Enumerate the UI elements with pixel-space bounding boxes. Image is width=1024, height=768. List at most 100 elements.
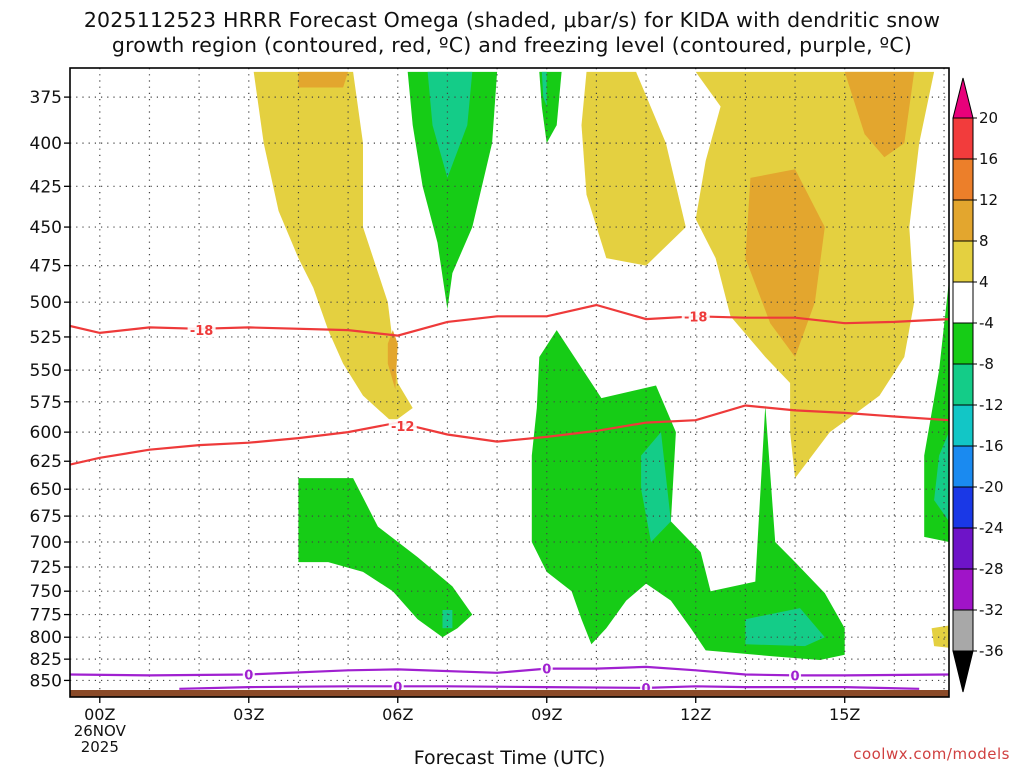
contour-label-freezing_upper: 0 xyxy=(791,669,800,684)
y-tick-label-850: 850 xyxy=(30,671,62,691)
y-tick-label-725: 725 xyxy=(30,558,62,578)
y-tick-label-550: 550 xyxy=(30,361,62,381)
date-label-day: 26NOV xyxy=(74,722,127,740)
colorbar-bin-3 xyxy=(952,199,974,242)
omega-region-13 xyxy=(442,610,453,629)
y-tick-label-375: 375 xyxy=(30,88,62,108)
colorbar-legend: 20 16 12 8 4 -4 -8 -12 -16 -20 -24 -28 -32 -36 xyxy=(952,77,1004,693)
y-tick-label-800: 800 xyxy=(30,628,62,648)
y-tick-label-450: 450 xyxy=(30,218,62,238)
colorbar-bin-12 xyxy=(952,568,974,611)
date-label-year: 2025 xyxy=(81,738,119,756)
x-tick-label-06Z: 06Z xyxy=(382,705,413,724)
omega-region-18 xyxy=(934,432,949,522)
omega-region-3 xyxy=(581,71,686,266)
x-axis: 26NOV 2025 Forecast Time (UTC) 00Z 03Z 06Z… xyxy=(74,697,860,768)
omega-shading xyxy=(253,71,949,660)
y-axis: 375 400 425 450 475 500 525 550 575 600 625 650 675 7… xyxy=(30,88,70,691)
y-tick-label-700: 700 xyxy=(30,533,62,553)
omega-region-6 xyxy=(745,169,825,357)
omega-region-5 xyxy=(844,71,915,158)
colorbar-label--36: -36 xyxy=(979,642,1004,660)
y-tick-label-775: 775 xyxy=(30,606,62,626)
contour-label-bg xyxy=(187,323,216,338)
temperature-contours: -18 -18 -12 0 0 0 0 0 xyxy=(70,303,949,697)
colorbar-label--4: -4 xyxy=(979,314,994,332)
y-tick-label-650: 650 xyxy=(30,480,62,500)
omega-region-16 xyxy=(745,608,825,647)
omega-region-9 xyxy=(427,71,473,178)
contour-label-minus18c: -18 xyxy=(190,324,214,339)
contour-label-minus18c: -18 xyxy=(684,310,708,325)
x-tick-label-09Z: 09Z xyxy=(531,705,562,724)
gridlines xyxy=(70,68,949,697)
x-tick-label-03Z: 03Z xyxy=(233,705,264,724)
colorbar-label--24: -24 xyxy=(979,519,1004,537)
y-tick-label-575: 575 xyxy=(30,393,62,413)
omega-region-7 xyxy=(931,625,949,648)
colorbar-bin-7 xyxy=(952,363,974,406)
colorbar-label--32: -32 xyxy=(979,601,1004,619)
contour-freezing_upper xyxy=(70,665,949,677)
omega-region-8 xyxy=(407,71,498,310)
y-tick-label-425: 425 xyxy=(30,177,62,197)
colorbar-bin-11 xyxy=(952,527,974,570)
colorbar-label-20: 20 xyxy=(979,109,998,127)
contour-label-minus12c: -12 xyxy=(391,420,415,435)
x-tick-label-12Z: 12Z xyxy=(680,705,711,724)
contour-label-freezing_upper: 0 xyxy=(542,663,551,678)
colorbar-bin-6 xyxy=(952,322,974,365)
credit-link[interactable]: coolwx.com/models xyxy=(853,745,1010,763)
colorbar-label--20: -20 xyxy=(979,478,1004,496)
colorbar-label-16: 16 xyxy=(979,150,998,168)
omega-region-1 xyxy=(298,71,349,88)
contour-label-bg xyxy=(242,667,255,682)
contour-minus12c xyxy=(70,404,949,466)
colorbar-bottom-arrow xyxy=(952,650,974,693)
y-tick-label-400: 400 xyxy=(30,134,62,154)
y-tick-label-525: 525 xyxy=(30,328,62,348)
omega-region-12 xyxy=(298,478,473,638)
colorbar-bin-8 xyxy=(952,404,974,447)
colorbar-label--16: -16 xyxy=(979,437,1004,455)
omega-region-14 xyxy=(531,330,845,660)
colorbar-bin-10 xyxy=(952,486,974,529)
omega-region-15 xyxy=(641,432,671,542)
y-tick-label-825: 825 xyxy=(30,650,62,670)
colorbar-label--28: -28 xyxy=(979,560,1004,578)
plot-frame xyxy=(69,67,950,698)
colorbar-bin-13 xyxy=(952,609,974,652)
colorbar-bin-1 xyxy=(952,117,974,160)
contour-label-bg xyxy=(789,668,802,683)
contour-label-bg xyxy=(388,419,417,434)
y-tick-label-675: 675 xyxy=(30,507,62,527)
x-tick-label-00Z: 00Z xyxy=(84,705,115,724)
y-tick-label-750: 750 xyxy=(30,582,62,602)
y-tick-label-500: 500 xyxy=(30,293,62,313)
colorbar-label--8: -8 xyxy=(979,355,994,373)
x-axis-title: Forecast Time (UTC) xyxy=(414,747,605,768)
contour-label-freezing_lower: 0 xyxy=(642,682,651,697)
colorbar-top-arrow xyxy=(952,77,974,119)
omega-region-0 xyxy=(253,71,413,423)
colorbar-label-8: 8 xyxy=(979,232,989,250)
contour-label-freezing_upper: 0 xyxy=(244,669,253,684)
chart-title-line-1: 2025112523 HRRR Forecast Omega (shaded, … xyxy=(83,8,941,32)
colorbar-label--12: -12 xyxy=(979,396,1004,414)
omega-region-11 xyxy=(541,71,547,107)
colorbar-bin-4 xyxy=(952,240,974,283)
contour-label-freezing_lower: 0 xyxy=(393,680,402,695)
contour-label-bg xyxy=(540,661,553,676)
y-tick-label-600: 600 xyxy=(30,423,62,443)
contour-label-bg xyxy=(681,309,710,324)
colorbar-label-4: 4 xyxy=(979,273,989,291)
y-tick-label-475: 475 xyxy=(30,257,62,277)
colorbar-bin-2 xyxy=(952,158,974,201)
x-tick-label-15Z: 15Z xyxy=(829,705,860,724)
y-tick-label-625: 625 xyxy=(30,452,62,472)
colorbar-bin-5 xyxy=(952,281,974,324)
ground-surface-band xyxy=(70,690,949,697)
contour-label-bg xyxy=(391,679,404,694)
contour-freezing_lower xyxy=(179,685,920,690)
